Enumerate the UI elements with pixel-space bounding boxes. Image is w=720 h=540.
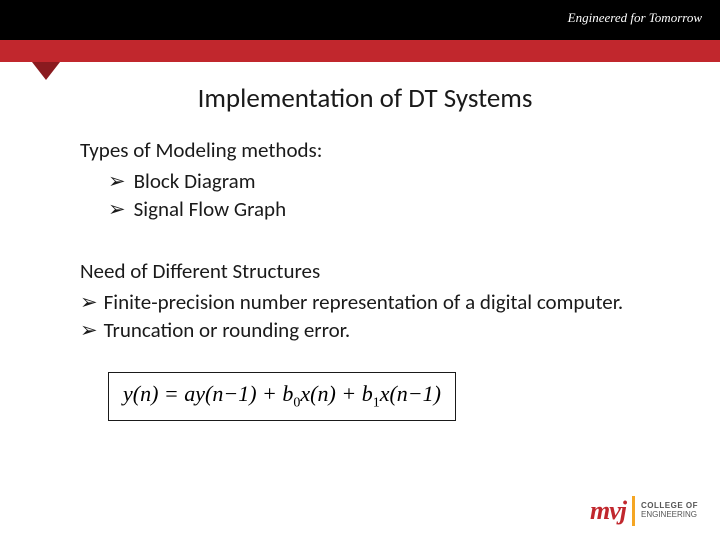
footer-logo: mvj COLLEGE OF ENGINEERING	[590, 496, 698, 526]
section2-heading: Need of Different Structures	[80, 258, 650, 284]
logo-divider	[632, 496, 635, 526]
section1-heading: Types of Modeling methods:	[80, 137, 650, 163]
formula-term-coef: b	[282, 381, 293, 406]
list-item-text: Truncation or rounding error.	[104, 317, 351, 343]
header-top-bar: Engineered for Tomorrow	[0, 0, 720, 40]
header-fold-decoration	[32, 62, 60, 80]
formula-term-coef: a	[184, 381, 195, 406]
logo-line2: ENGINEERING	[641, 511, 698, 520]
list-item: Block Diagram	[80, 167, 650, 195]
list-item-text: Finite-precision number representation o…	[104, 289, 624, 315]
formula-term-coef: b	[362, 381, 373, 406]
header-accent-bar	[0, 40, 720, 62]
formula-term-var: x(n−1)	[380, 381, 441, 406]
formula-term-var: x(n)	[300, 381, 335, 406]
list-item: ➢Finite-precision number representation …	[80, 288, 650, 316]
formula-term-var: y(n−1)	[195, 381, 256, 406]
formula-term-sub: 1	[373, 396, 380, 411]
logo-mark: mvj	[590, 496, 626, 526]
list-item: ➢Truncation or rounding error.	[80, 316, 650, 344]
list-item: Signal Flow Graph	[80, 195, 650, 223]
formula-box: y(n) = ay(n−1) + b0x(n) + b1x(n−1)	[108, 372, 456, 420]
logo-text: COLLEGE OF ENGINEERING	[641, 502, 698, 520]
header-tagline: Engineered for Tomorrow	[568, 10, 702, 26]
slide-title: Implementation of DT Systems	[80, 82, 650, 115]
slide-content: Implementation of DT Systems Types of Mo…	[0, 62, 720, 421]
formula-lhs: y(n)	[123, 381, 158, 406]
